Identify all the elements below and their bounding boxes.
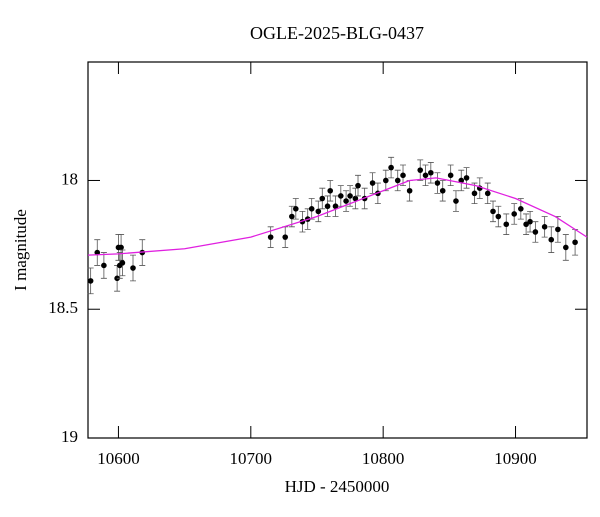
data-point	[453, 198, 459, 204]
data-point	[87, 278, 94, 284]
data-point	[327, 187, 334, 194]
data-point	[355, 182, 361, 189]
data-point	[383, 177, 389, 184]
data-point	[308, 205, 315, 212]
data-point	[532, 229, 539, 235]
data-point	[439, 187, 446, 194]
data-point	[422, 172, 429, 179]
y-tick-label: 19	[61, 427, 78, 446]
data-point	[289, 213, 295, 220]
data-point	[400, 172, 406, 179]
data-point	[471, 190, 478, 197]
x-axis-label: HJD - 2450000	[285, 477, 390, 496]
data-point	[267, 234, 274, 240]
data-point	[434, 180, 441, 186]
x-tick-label: 10900	[494, 449, 537, 468]
data-point	[101, 262, 107, 269]
data-point	[463, 175, 470, 181]
data-point	[319, 195, 326, 202]
data-point	[324, 203, 331, 210]
data-point	[527, 218, 533, 225]
data-point	[523, 221, 529, 228]
data-point	[315, 208, 322, 215]
plot-frame	[87, 61, 588, 439]
data-point	[130, 265, 136, 271]
data-point	[388, 164, 394, 171]
data-point	[511, 211, 518, 217]
data-point	[94, 249, 101, 256]
data-point	[406, 187, 413, 194]
data-point	[293, 205, 299, 212]
data-point	[541, 224, 548, 230]
data-point	[338, 193, 344, 199]
data-point	[417, 167, 424, 173]
y-axis-label: I magnitude	[11, 209, 30, 291]
data-point	[332, 203, 339, 210]
data-point	[394, 177, 401, 184]
data-point	[282, 234, 289, 240]
x-tick-label: 10800	[362, 449, 405, 468]
data-point	[503, 221, 510, 228]
chart-title: OGLE-2025-BLG-0437	[250, 23, 424, 43]
model-curve	[87, 177, 588, 256]
x-tick-label: 10600	[97, 449, 140, 468]
data-point	[428, 169, 434, 176]
data-point	[352, 195, 359, 202]
data-point	[369, 180, 376, 186]
data-point	[343, 198, 349, 204]
x-tick-label: 10700	[230, 449, 273, 468]
data-point	[347, 193, 353, 199]
data-point	[518, 205, 524, 212]
data-point	[572, 239, 578, 246]
data-point	[495, 213, 502, 220]
y-tick-label: 18.5	[48, 298, 78, 317]
data-point	[119, 260, 126, 266]
data-point	[484, 190, 491, 197]
data-point	[118, 244, 124, 251]
data-point	[447, 172, 454, 179]
data-point	[548, 236, 555, 243]
data-point	[490, 208, 496, 215]
data-point	[555, 226, 561, 233]
y-tick-label: 18	[61, 169, 78, 188]
data-point	[563, 244, 569, 251]
